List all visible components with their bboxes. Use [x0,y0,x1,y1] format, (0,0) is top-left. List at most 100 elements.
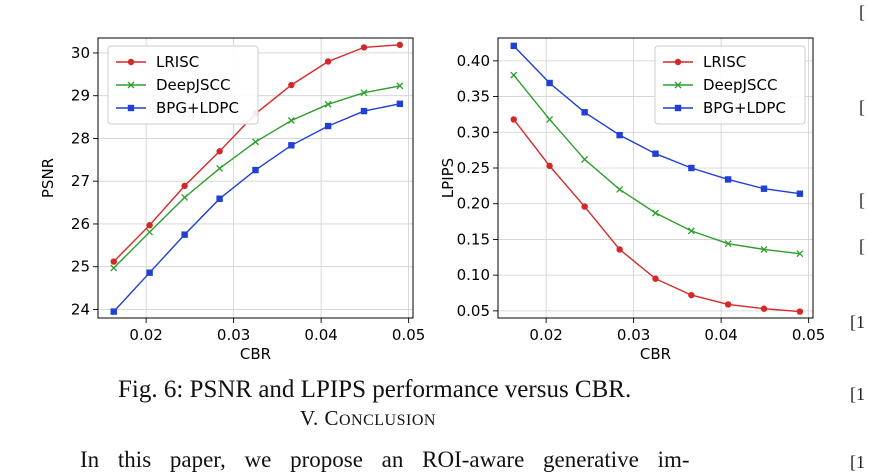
data-point [360,107,368,115]
legend-box [654,45,806,125]
data-point [288,142,295,149]
y-axis-label: PSNR [40,158,57,198]
figure-caption: Fig. 6: PSNR and LPIPS performance versu… [118,376,632,403]
x-tick-label: 0.02 [129,326,162,344]
data-point [396,41,404,49]
data-point [760,185,768,192]
body-text: In this paper, we propose an ROI-aware g… [80,447,690,472]
data-point [146,269,153,276]
data-point [796,190,804,197]
data-point [181,231,188,238]
data-point [324,100,332,108]
series-line [113,103,401,313]
data-point [652,209,659,217]
legend-marker [674,104,682,112]
margin-ref: [1 [850,384,865,404]
data-point [724,301,732,308]
legend-label: BPG+LDPC [703,99,786,117]
y-tick-label: 0.40 [457,52,490,70]
series-deepjscc [110,82,404,272]
series-bpg-ldpc [510,42,804,197]
data-point [688,291,695,299]
data-point [181,193,189,201]
legend-label: LRISC [156,53,199,71]
data-point [146,222,153,229]
data-point [146,228,154,236]
data-point [510,42,517,50]
data-point [616,185,624,193]
data-point [110,308,117,315]
legend-marker [127,58,135,66]
data-point [324,58,332,65]
margin-ref: [1 [850,312,865,332]
data-point [252,138,259,146]
data-point [581,109,588,116]
data-point [760,245,768,253]
data-point [724,240,732,248]
series-deepjscc [510,71,804,258]
x-tick-label: 0.05 [792,326,825,344]
legend-label: DeepJSCC [156,76,230,94]
y-tick-label: 0.05 [457,302,490,320]
y-tick-label: 0.20 [457,195,490,213]
lpips-chart: 0.02 0.03 0.04 0.05 0.05 0.10 0.15 0.20 0.25 0.30… [440,37,825,363]
margin-ref: [ [859,2,865,22]
y-tick-label: 26 [71,215,90,233]
data-point [396,82,404,90]
data-point [760,305,768,312]
data-point [510,116,517,123]
y-tick-label: 0.30 [457,123,490,141]
data-point [616,246,623,253]
data-point [110,264,118,272]
data-point [546,162,553,170]
x-tick-label: 0.03 [217,326,250,344]
x-axis-label: CBR [640,345,671,363]
legend: LRISC DeepJSCC BPG+LDPC [654,45,806,125]
data-point [216,148,223,155]
section-title-rest: ONCLUSION [338,412,436,429]
margin-ref: [ [859,190,865,210]
data-point [546,115,554,123]
y-tick-label: 27 [71,172,90,190]
legend-label: DeepJSCC [703,76,777,94]
y-axis-label: LPIPS [440,158,457,198]
psnr-chart: 0.02 0.03 0.04 0.05 24 25 26 27 28 29 30 CBR PSNR LRI… [40,37,425,363]
data-point [688,164,695,172]
data-point [216,164,224,172]
data-point [581,155,589,163]
legend: LRISC DeepJSCC BPG+LDPC [107,45,259,125]
legend-box [107,45,259,125]
data-point [724,176,732,183]
data-point [796,308,804,315]
y-tick-label: 0.35 [457,88,490,106]
data-point [581,203,588,210]
legend-marker [127,104,135,112]
data-point [687,227,695,235]
x-tick-label: 0.03 [617,326,650,344]
series-bpg-ldpc [110,100,404,315]
x-tick-label: 0.04 [304,326,337,344]
section-title-first: C [324,406,339,430]
section-heading: V. CONCLUSION [300,406,436,431]
series-lrisc [510,116,804,315]
y-tick-label: 0.25 [457,159,490,177]
y-tick-label: 29 [71,87,90,105]
section-number: V. [300,406,319,430]
x-tick-label: 0.02 [529,326,562,344]
margin-ref: [1 [850,452,865,472]
x-axis-label: CBR [240,345,271,363]
y-tick-label: 30 [71,44,90,62]
y-tick-label: 0.10 [457,266,490,284]
data-point [652,150,659,157]
legend-label: BPG+LDPC [156,99,239,117]
data-point [360,44,368,51]
x-tick-label: 0.04 [704,326,737,344]
data-point [252,166,259,174]
y-tick-label: 0.15 [457,230,490,248]
y-tick-label: 28 [71,129,90,147]
data-point [216,195,223,202]
margin-ref: [ [859,236,865,256]
data-point [287,117,295,124]
data-point [396,100,404,108]
